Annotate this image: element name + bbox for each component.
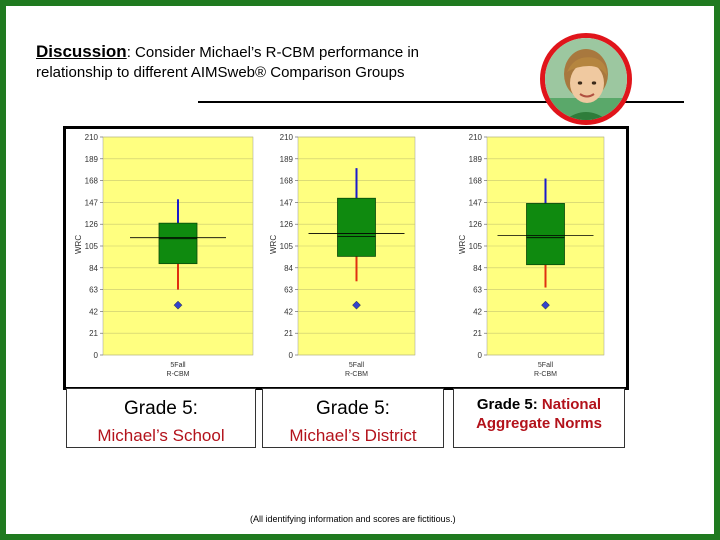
y-tick-label: 63	[473, 286, 482, 295]
y-tick-label: 105	[85, 242, 99, 251]
y-tick-label: 21	[89, 329, 98, 338]
iqr-box	[526, 203, 565, 266]
y-tick-label: 168	[280, 177, 294, 186]
iqr-box	[337, 197, 376, 257]
heading-line2: relationship to different AIMSweb® Compa…	[36, 64, 405, 81]
y-tick-label: 210	[85, 133, 99, 142]
y-tick-label: 168	[469, 177, 483, 186]
y-tick-label: 168	[85, 177, 99, 186]
y-tick-label: 42	[473, 307, 482, 316]
x-category-label: 5Fall	[538, 362, 554, 369]
y-tick-label: 189	[85, 155, 99, 164]
y-tick-label: 63	[284, 286, 293, 295]
comparison-charts-panel: 0 21 42 63 84 105 126 147 168 189 210 WRC 5Fall R-CBM…	[63, 126, 629, 390]
label-national-group: Aggregate Norms	[476, 415, 602, 432]
x-category-label: R-CBM	[534, 371, 557, 378]
x-category-label: 5Fall	[170, 362, 186, 369]
y-tick-label: 21	[473, 329, 482, 338]
label-district-grade: Grade 5:	[316, 398, 390, 419]
student-score-point	[173, 300, 183, 310]
y-tick-label: 147	[85, 198, 99, 207]
y-tick-label: 147	[469, 198, 483, 207]
discussion-heading: Discussion: Consider Michael’s R-CBM per…	[36, 42, 536, 83]
y-axis-label: WRC	[269, 235, 278, 254]
label-district: Grade 5: Michael’s District	[262, 388, 444, 448]
student-score-point	[541, 300, 550, 310]
y-tick-label: 42	[89, 307, 98, 316]
y-tick-label: 0	[289, 351, 294, 360]
box-plots-svg: 021426384105126147168189210WRC5FallR-CBM…	[74, 133, 605, 378]
y-tick-label: 84	[89, 264, 98, 273]
y-tick-label: 126	[280, 220, 294, 229]
y-tick-label: 84	[284, 264, 293, 273]
discussion-keyword: Discussion	[36, 42, 127, 61]
y-tick-label: 126	[85, 220, 99, 229]
student-score-point	[352, 300, 361, 310]
heading-rule	[198, 101, 684, 103]
x-category-label: 5Fall	[349, 362, 365, 369]
y-tick-label: 84	[473, 264, 482, 273]
y-axis-label: WRC	[458, 235, 467, 254]
label-school-grade: Grade 5:	[124, 398, 198, 419]
student-avatar	[540, 33, 632, 125]
x-category-label: R-CBM	[345, 371, 368, 378]
y-tick-label: 63	[89, 286, 98, 295]
iqr-box	[158, 222, 198, 265]
y-tick-label: 126	[469, 220, 483, 229]
y-tick-label: 189	[469, 155, 483, 164]
label-district-group: Michael’s District	[289, 426, 417, 445]
label-school: Grade 5: Michael’s School	[66, 388, 256, 448]
footnote: (All identifying information and scores …	[250, 514, 456, 524]
y-tick-label: 210	[469, 133, 483, 142]
y-tick-label: 42	[284, 307, 293, 316]
label-national: Grade 5: National Aggregate Norms	[453, 388, 625, 448]
y-axis-label: WRC	[74, 235, 83, 254]
label-school-group: Michael’s School	[97, 426, 225, 445]
y-tick-label: 21	[284, 329, 293, 338]
y-tick-label: 189	[280, 155, 294, 164]
y-tick-label: 0	[478, 351, 483, 360]
label-national-prefix: Grade 5:	[476, 396, 542, 413]
y-tick-label: 105	[469, 242, 483, 251]
y-tick-label: 105	[280, 242, 294, 251]
y-tick-label: 210	[280, 133, 294, 142]
heading-line1: : Consider Michael’s R-CBM performance i…	[126, 44, 420, 61]
label-national-highlight: National	[541, 396, 602, 413]
y-tick-label: 0	[94, 351, 99, 360]
x-category-label: R-CBM	[167, 371, 190, 378]
y-tick-label: 147	[280, 198, 294, 207]
boy-portrait-icon	[545, 38, 627, 120]
label-national-grade: Grade 5: National	[454, 396, 624, 413]
